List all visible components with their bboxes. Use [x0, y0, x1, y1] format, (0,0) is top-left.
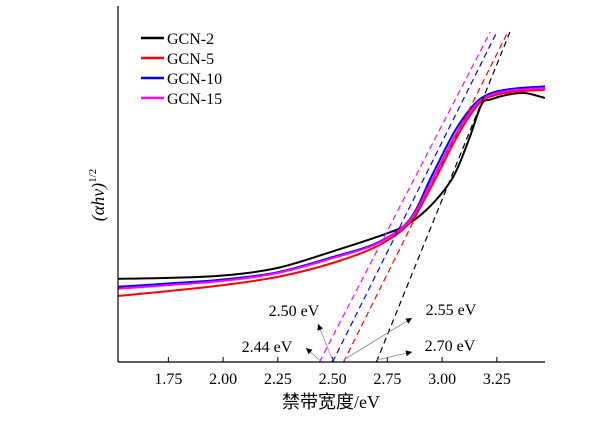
annotation-arrowhead — [405, 318, 412, 324]
annotation-arrowhead — [405, 350, 412, 357]
annotation-leader-line — [317, 323, 333, 361]
annotation-leader-line — [376, 351, 413, 361]
annotation-label: 2.70 eV — [425, 338, 476, 355]
curves-layer — [117, 85, 546, 297]
tangent-line-gcn-5 — [343, 31, 509, 363]
y-axis-label-main: (αhv) — [88, 183, 109, 221]
annotations: 2.50 eV 2.44 eV 2.55 eV 2.70 eV — [242, 302, 477, 361]
legend: GCN-2 GCN-5 GCN-10 GCN-15 — [141, 31, 222, 108]
series-line-gcn-10 — [117, 85, 546, 288]
x-tick-label: 3.25 — [483, 371, 511, 388]
axes — [117, 6, 545, 363]
x-tick-label: 2.00 — [209, 371, 237, 388]
y-axis-label-sup: 1/2 — [87, 169, 99, 183]
legend-label-gcn-5: GCN-5 — [167, 51, 214, 68]
x-tick-label: 1.75 — [154, 371, 182, 388]
annotation-arrowhead — [317, 324, 324, 331]
tangent-lines-layer — [318, 31, 511, 363]
x-tick-label: 2.25 — [264, 371, 292, 388]
annotation-label: 2.50 eV — [269, 303, 320, 320]
annotation-label: 2.55 eV — [426, 302, 477, 319]
tangent-line-gcn-10 — [332, 31, 498, 363]
annotation-label: 2.44 eV — [242, 339, 293, 356]
annotation-leader-line — [343, 317, 413, 361]
y-axis-label: (αhv)1/2 — [87, 169, 109, 222]
x-axis-label: 禁带宽度/eV — [282, 392, 380, 412]
series-line-gcn-2 — [117, 91, 546, 280]
series-line-gcn-15 — [117, 87, 546, 290]
legend-label-gcn-2: GCN-2 — [167, 31, 214, 48]
series-line-gcn-5 — [117, 88, 546, 297]
x-tick-label: 3.00 — [428, 371, 456, 388]
x-tick-label: 2.50 — [319, 371, 347, 388]
x-tick-label: 2.75 — [373, 371, 401, 388]
tangent-line-gcn-15 — [318, 31, 491, 363]
legend-label-gcn-15: GCN-15 — [167, 91, 222, 108]
annotation-arrowhead — [306, 348, 313, 355]
legend-label-gcn-10: GCN-10 — [167, 71, 222, 88]
